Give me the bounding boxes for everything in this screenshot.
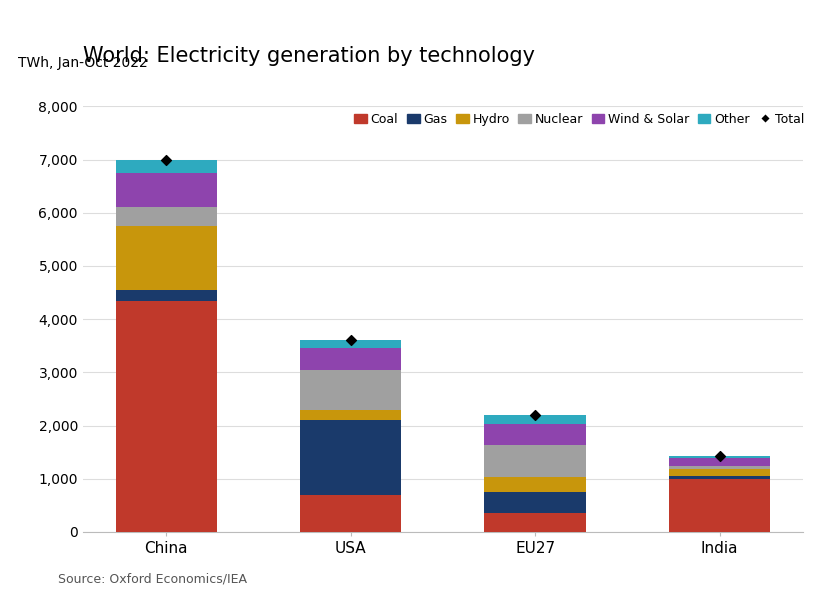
Bar	[299, 420, 401, 495]
Text: TWh, Jan-Oct 2022: TWh, Jan-Oct 2022	[18, 56, 147, 70]
Bar	[116, 226, 217, 290]
Total	[528, 410, 541, 420]
Total	[712, 452, 725, 461]
Bar	[299, 410, 401, 420]
Bar	[116, 301, 217, 532]
Bar	[668, 476, 769, 479]
Bar	[299, 495, 401, 532]
Text: World: Electricity generation by technology: World: Electricity generation by technol…	[83, 46, 534, 66]
Bar	[299, 340, 401, 349]
Bar	[484, 415, 586, 424]
Total	[160, 155, 173, 164]
Bar	[668, 469, 769, 476]
Bar	[668, 479, 769, 532]
Legend: Coal, Gas, Hydro, Nuclear, Wind & Solar, Other, Total: Coal, Gas, Hydro, Nuclear, Wind & Solar,…	[354, 113, 803, 126]
Bar	[116, 160, 217, 173]
Bar	[484, 477, 586, 492]
Bar	[668, 456, 769, 459]
Bar	[299, 370, 401, 410]
Bar	[668, 459, 769, 466]
Text: Source: Oxford Economics/IEA: Source: Oxford Economics/IEA	[58, 572, 246, 585]
Bar	[484, 445, 586, 477]
Total	[344, 336, 357, 345]
Bar	[116, 207, 217, 226]
Bar	[116, 173, 217, 207]
Bar	[484, 492, 586, 513]
Bar	[116, 290, 217, 301]
Bar	[299, 349, 401, 370]
Bar	[484, 424, 586, 445]
Bar	[668, 466, 769, 469]
Bar	[484, 513, 586, 532]
